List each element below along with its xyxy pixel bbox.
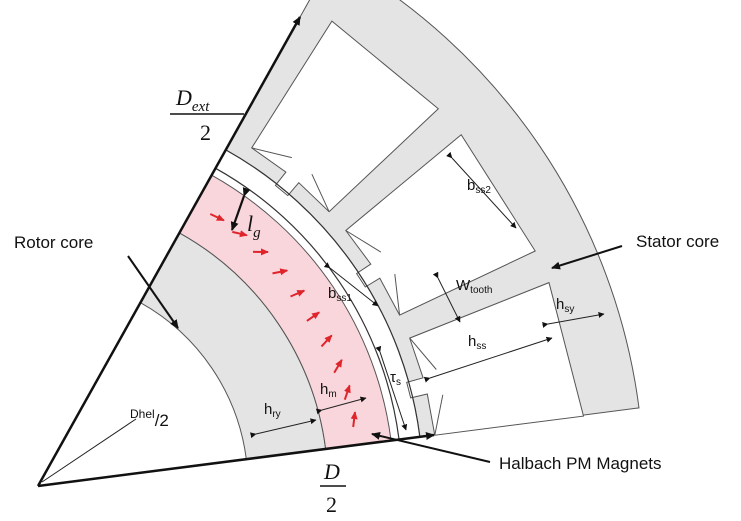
bss2-dimension — [446, 151, 517, 229]
sector-edge-bottom — [37, 432, 435, 488]
rotor-core-callout-arrow — [127, 255, 179, 329]
magnet-arrow — [272, 268, 289, 276]
tau-s-symbol: τs — [390, 369, 401, 388]
hsy-symbol: hsy — [556, 296, 574, 315]
magnet-arrow — [320, 334, 333, 348]
wtooth-dimension — [432, 271, 461, 323]
slot-shoe-right — [394, 274, 401, 316]
slot-shoe-right — [311, 173, 330, 212]
magnet-arrow — [232, 230, 248, 238]
lg-dimension — [230, 187, 251, 231]
stator-core-callout-arrow — [551, 245, 623, 270]
slot-shoe-right — [434, 394, 444, 436]
stator-slot — [251, 20, 440, 213]
hss-symbol: hss — [468, 333, 486, 352]
d-half-fraction: D 2 — [320, 459, 346, 517]
dhel-symbol: Dhel/2 — [130, 407, 169, 430]
svg-text:Dext: Dext — [175, 85, 210, 115]
bss1-symbol: bss1 — [328, 285, 352, 304]
magnet-arrow — [290, 289, 306, 298]
magnet-arrow — [209, 213, 225, 222]
hry-dimension — [249, 418, 317, 439]
rotor-core-label: Rotor core — [14, 233, 93, 252]
magnetization-arrows — [209, 213, 358, 428]
halbach-label: Halbach PM Magnets — [499, 454, 662, 473]
magnet-arrow — [306, 311, 321, 322]
hss-dimension — [423, 336, 553, 383]
magnet-arrow — [333, 359, 343, 374]
hry-symbol: hry — [264, 401, 281, 420]
tau-s-dimension — [375, 345, 408, 431]
hm-symbol: hm — [320, 381, 337, 400]
stator-core-label: Stator core — [636, 232, 719, 251]
svg-text:D: D — [323, 459, 340, 484]
slot-shoe-left — [345, 230, 382, 253]
hsy-dimension — [542, 312, 605, 328]
wtooth-symbol: Wtooth — [456, 277, 492, 296]
halbach-callout-arrow — [371, 431, 491, 463]
dhel-radius-line — [41, 418, 137, 483]
d-ext-fraction: Dext 2 — [170, 85, 244, 145]
bss2-symbol: bss2 — [467, 177, 491, 196]
sector-edge-left — [36, 16, 302, 487]
slot-shoe-left — [251, 147, 292, 159]
bss1-dimension — [323, 262, 379, 307]
lg-symbol: lg — [247, 211, 261, 241]
magnet-arrow — [350, 411, 358, 428]
hm-dimension — [315, 396, 367, 415]
svg-text:2: 2 — [326, 492, 337, 517]
svg-text:2: 2 — [200, 120, 211, 145]
